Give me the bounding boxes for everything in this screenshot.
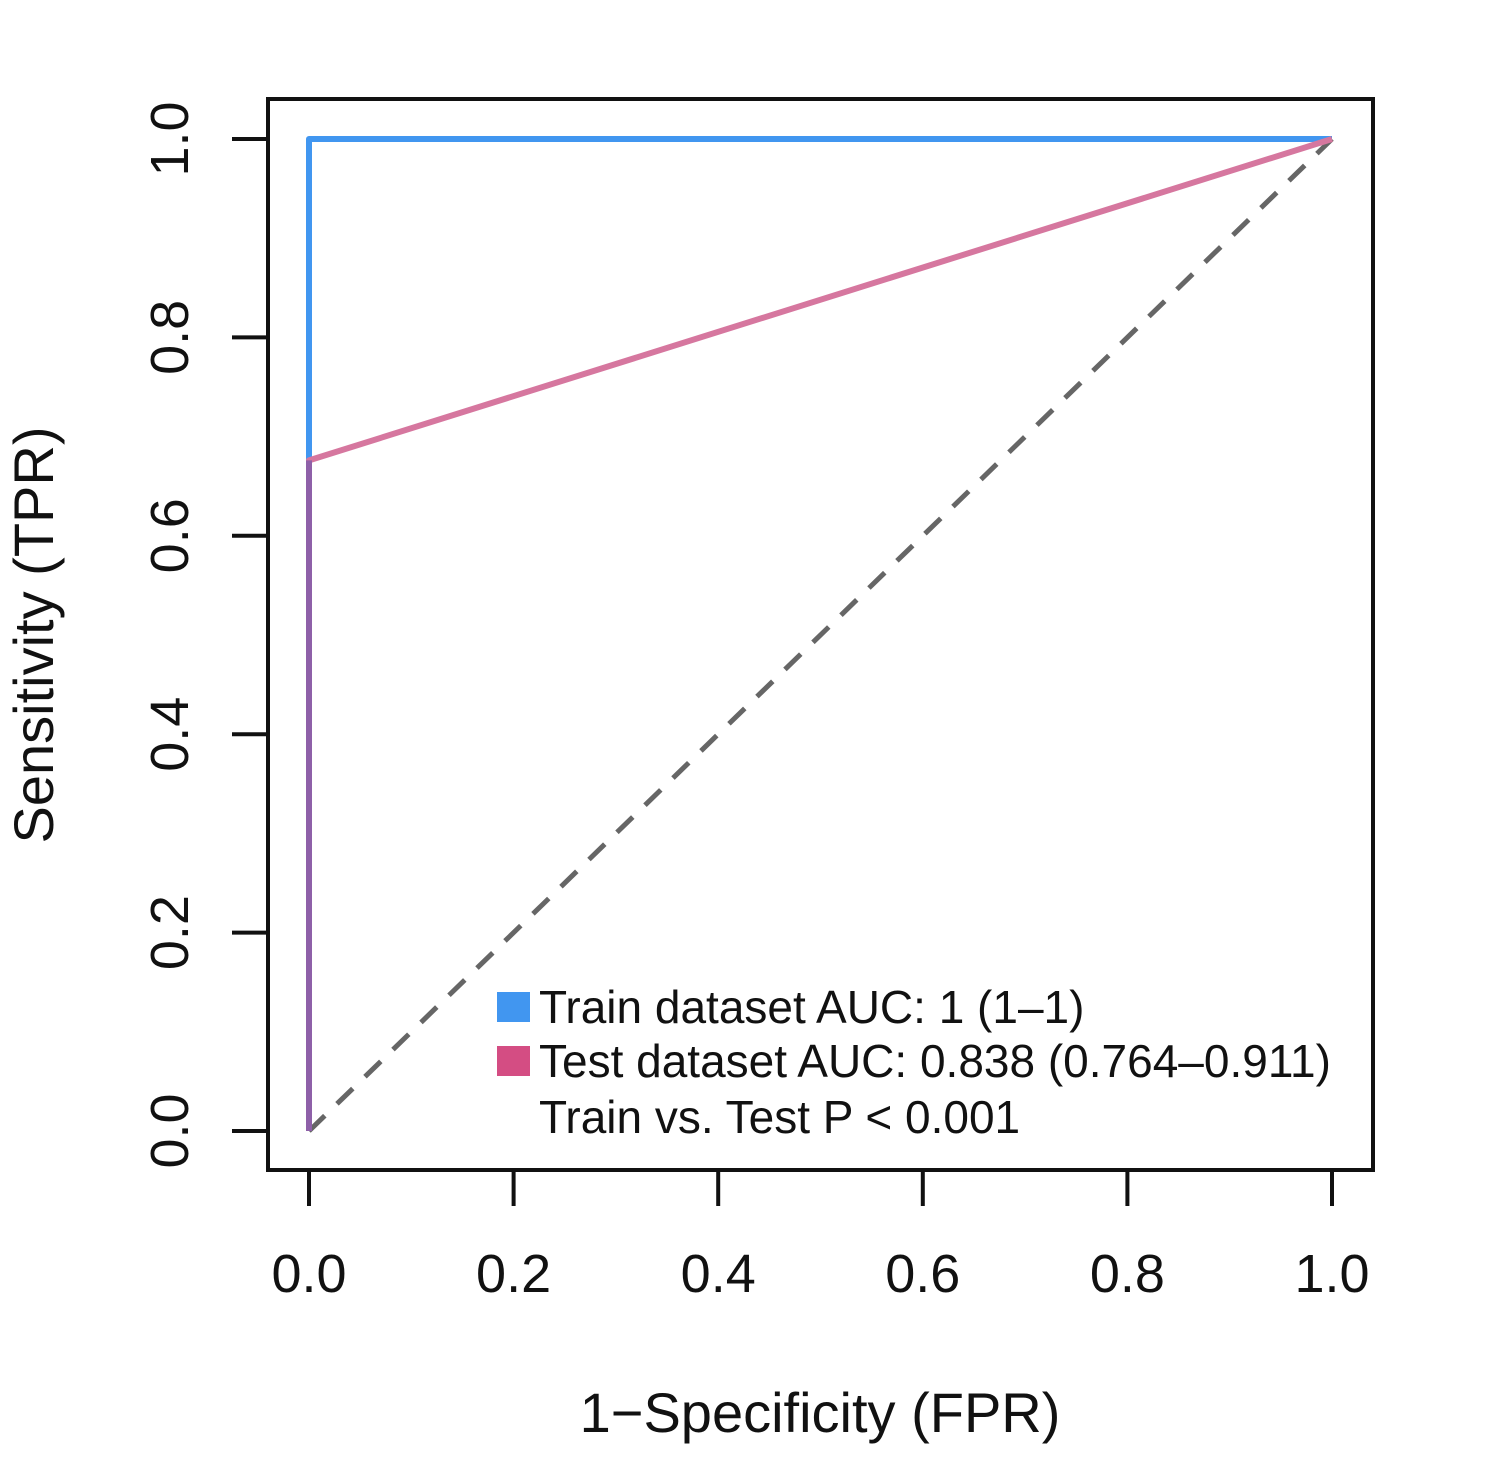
x-axis: 0.0 0.2 0.4 0.6 0.8 1.0 <box>271 1170 1370 1304</box>
legend: Train dataset AUC: 1 (1–1)Test dataset A… <box>497 981 1331 1143</box>
y-tick-label-5: 1.0 <box>140 101 200 176</box>
reference-diagonal <box>307 137 1334 1133</box>
y-axis-label: Sensitivity (TPR) <box>2 427 65 844</box>
legend-label-1: Test dataset AUC: 0.838 (0.764–0.911) <box>539 1035 1331 1087</box>
y-tick-label-2: 0.4 <box>140 697 200 772</box>
x-tick-label-1: 0.2 <box>476 1244 551 1304</box>
legend-label-0: Train dataset AUC: 1 (1–1) <box>539 981 1084 1033</box>
plot-frame <box>266 97 1375 1172</box>
x-tick-label-4: 0.8 <box>1090 1244 1165 1304</box>
legend-swatch-0 <box>497 992 530 1022</box>
legend-annotation: Train vs. Test P < 0.001 <box>539 1091 1020 1143</box>
y-tick-label-1: 0.2 <box>140 895 200 970</box>
x-axis-label: 1−Specificity (FPR) <box>580 1381 1061 1444</box>
x-tick-label-5: 1.0 <box>1294 1244 1369 1304</box>
plot-series <box>306 136 1334 1133</box>
y-axis: 0.0 0.2 0.4 0.6 0.8 1.0 <box>140 101 268 1169</box>
legend-swatch-1 <box>497 1046 530 1076</box>
y-tick-label-3: 0.6 <box>140 498 200 573</box>
y-tick-label-4: 0.8 <box>140 300 200 375</box>
x-tick-label-3: 0.6 <box>885 1244 960 1304</box>
x-tick-label-2: 0.4 <box>681 1244 756 1304</box>
y-tick-label-0: 0.0 <box>140 1093 200 1168</box>
x-tick-label-0: 0.0 <box>271 1244 346 1304</box>
